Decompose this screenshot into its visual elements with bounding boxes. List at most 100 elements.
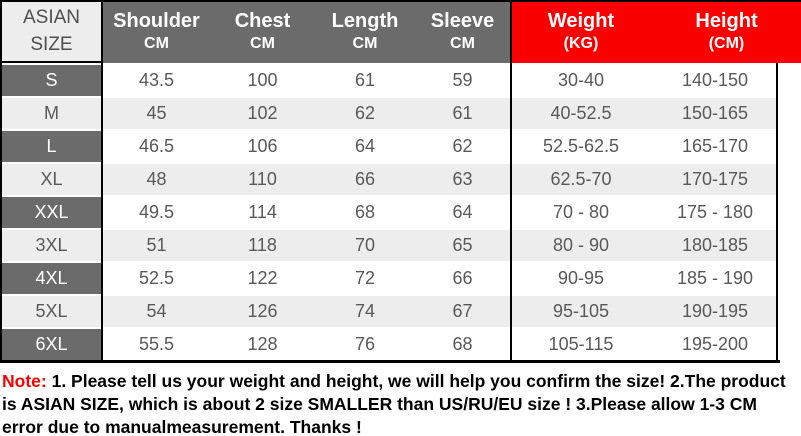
sleeve-value: 61	[452, 103, 473, 123]
table-row: 5XL 54 126 74 67 95-105 190-195	[0, 296, 778, 327]
shoulder-value: 51	[146, 235, 167, 255]
shoulder-value: 49.5	[138, 202, 175, 222]
length-value: 72	[354, 268, 376, 288]
sleeve-value: 67	[452, 301, 473, 321]
length-value: 66	[354, 169, 376, 189]
header-height-unit: (CM)	[708, 35, 745, 52]
chest-value: 114	[248, 202, 277, 222]
header-sleeve: Sleeve CM	[415, 0, 510, 63]
shoulder-value: 45	[146, 103, 167, 123]
sleeve-value: 63	[452, 169, 473, 189]
header-asian-size: ASIAN SIZE	[0, 0, 103, 63]
sleeve-value: 64	[452, 202, 473, 222]
height-value: 170-175	[681, 169, 749, 189]
size-column-divider	[101, 0, 103, 363]
size-label: XL	[40, 169, 63, 189]
header-length: Length CM	[315, 0, 415, 63]
header-chest-label: Chest	[234, 10, 291, 32]
weight-value: 30-40	[557, 70, 605, 90]
header-length-unit: CM	[352, 35, 378, 52]
shoulder-value: 48	[146, 169, 167, 189]
shoulder-value: 55.5	[138, 334, 175, 354]
chest-value: 128	[247, 334, 278, 354]
size-label: S	[0, 65, 103, 96]
length-value: 62	[354, 103, 376, 123]
table-row: 4XL 52.5 122 72 66 90-95 185 - 190	[0, 263, 778, 294]
length-value: 64	[354, 136, 376, 156]
header-sleeve-label: Sleeve	[430, 10, 495, 32]
height-value: 185 - 190	[676, 268, 754, 288]
height-value: 190-195	[681, 301, 749, 321]
size-label: 5XL	[35, 301, 68, 321]
header-chest: Chest CM	[210, 0, 315, 63]
size-chart-table: ASIAN SIZE Shoulder CM Chest CM Length C…	[0, 0, 801, 363]
header-asian-size-line2: SIZE	[30, 34, 73, 55]
table-row: L 46.5 106 64 62 52.5-62.5 165-170	[0, 131, 778, 162]
chest-value: 110	[248, 169, 277, 189]
note-text: Note: 1. Please tell us your weight and …	[0, 363, 801, 436]
sleeve-value: 65	[452, 235, 473, 255]
size-label: 6XL	[0, 329, 103, 360]
table-row: M 45 102 62 61 40-52.5 150-165	[0, 98, 778, 129]
size-label: M	[44, 103, 59, 123]
sleeve-value: 66	[452, 268, 473, 288]
table-border-bottom	[0, 360, 780, 363]
header-height-label: Height	[695, 10, 758, 32]
height-value: 140-150	[681, 70, 749, 90]
size-label: L	[0, 131, 103, 162]
sleeve-value: 59	[452, 70, 473, 90]
sleeve-value: 62	[452, 136, 473, 156]
height-value: 180-185	[681, 235, 749, 255]
weight-value: 95-105	[552, 301, 610, 321]
table-row: 3XL 51 118 70 65 80 - 90 180-185	[0, 230, 778, 261]
header-height: Height (CM)	[652, 0, 801, 63]
header-shoulder: Shoulder CM	[103, 0, 210, 63]
table-border-left	[0, 0, 2, 363]
header-weight-label: Weight	[547, 10, 615, 32]
weight-value: 52.5-62.5	[542, 136, 620, 156]
length-value: 70	[354, 235, 376, 255]
chest-value: 106	[247, 136, 278, 156]
header-sleeve-unit: CM	[450, 35, 475, 52]
shoulder-value: 46.5	[138, 136, 175, 156]
table-row: XXL 49.5 114 68 64 70 - 80 175 - 180	[0, 197, 778, 228]
header-shoulder-unit: CM	[144, 35, 169, 52]
shoulder-value: 43.5	[138, 70, 175, 90]
weight-value: 90-95	[557, 268, 605, 288]
weight-value: 105-115	[548, 334, 614, 354]
height-value: 150-165	[681, 103, 749, 123]
chest-value: 126	[247, 301, 278, 321]
length-value: 68	[354, 202, 376, 222]
height-value: 195-200	[681, 334, 749, 354]
header-asian-size-line1: ASIAN	[22, 7, 81, 28]
header-shoulder-label: Shoulder	[113, 10, 200, 32]
size-label: XXL	[0, 197, 103, 228]
table-row: 6XL 55.5 128 76 68 105-115 195-200	[0, 329, 778, 360]
weight-value: 70 - 80	[552, 202, 610, 222]
shoulder-value: 54	[146, 301, 167, 321]
header-weight: Weight (KG)	[510, 0, 652, 63]
size-label: 3XL	[35, 235, 68, 255]
weight-value: 80 - 90	[552, 235, 610, 255]
table-header-row: ASIAN SIZE Shoulder CM Chest CM Length C…	[0, 0, 801, 63]
weight-value: 40-52.5	[550, 103, 612, 123]
weight-section-divider	[510, 0, 512, 363]
chest-value: 100	[247, 70, 278, 90]
sleeve-value: 68	[452, 334, 473, 354]
shoulder-value: 52.5	[138, 268, 175, 288]
size-label: 4XL	[0, 263, 103, 294]
length-value: 76	[354, 334, 376, 354]
table-border-top	[0, 0, 801, 2]
chest-value: 118	[248, 235, 277, 255]
header-chest-unit: CM	[250, 35, 275, 52]
header-weight-unit: (KG)	[563, 35, 599, 52]
weight-value: 62.5-70	[550, 169, 612, 189]
note-prefix: Note:	[2, 371, 47, 391]
chest-value: 122	[247, 268, 278, 288]
table-row: XL 48 110 66 63 62.5-70 170-175	[0, 164, 778, 195]
table-border-right	[776, 63, 778, 363]
chest-value: 102	[247, 103, 278, 123]
height-value: 175 - 180	[676, 202, 754, 222]
table-body: S 43.5 100 61 59 30-40 140-150 M 45 102 …	[0, 65, 778, 360]
